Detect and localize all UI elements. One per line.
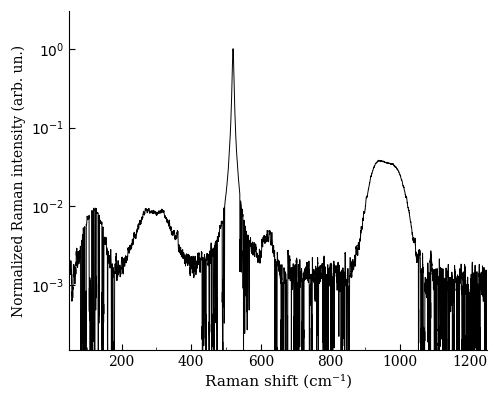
X-axis label: Raman shift (cm⁻¹): Raman shift (cm⁻¹) — [205, 374, 352, 389]
Y-axis label: Normalized Raman intensity (arb. un.): Normalized Raman intensity (arb. un.) — [11, 44, 26, 317]
